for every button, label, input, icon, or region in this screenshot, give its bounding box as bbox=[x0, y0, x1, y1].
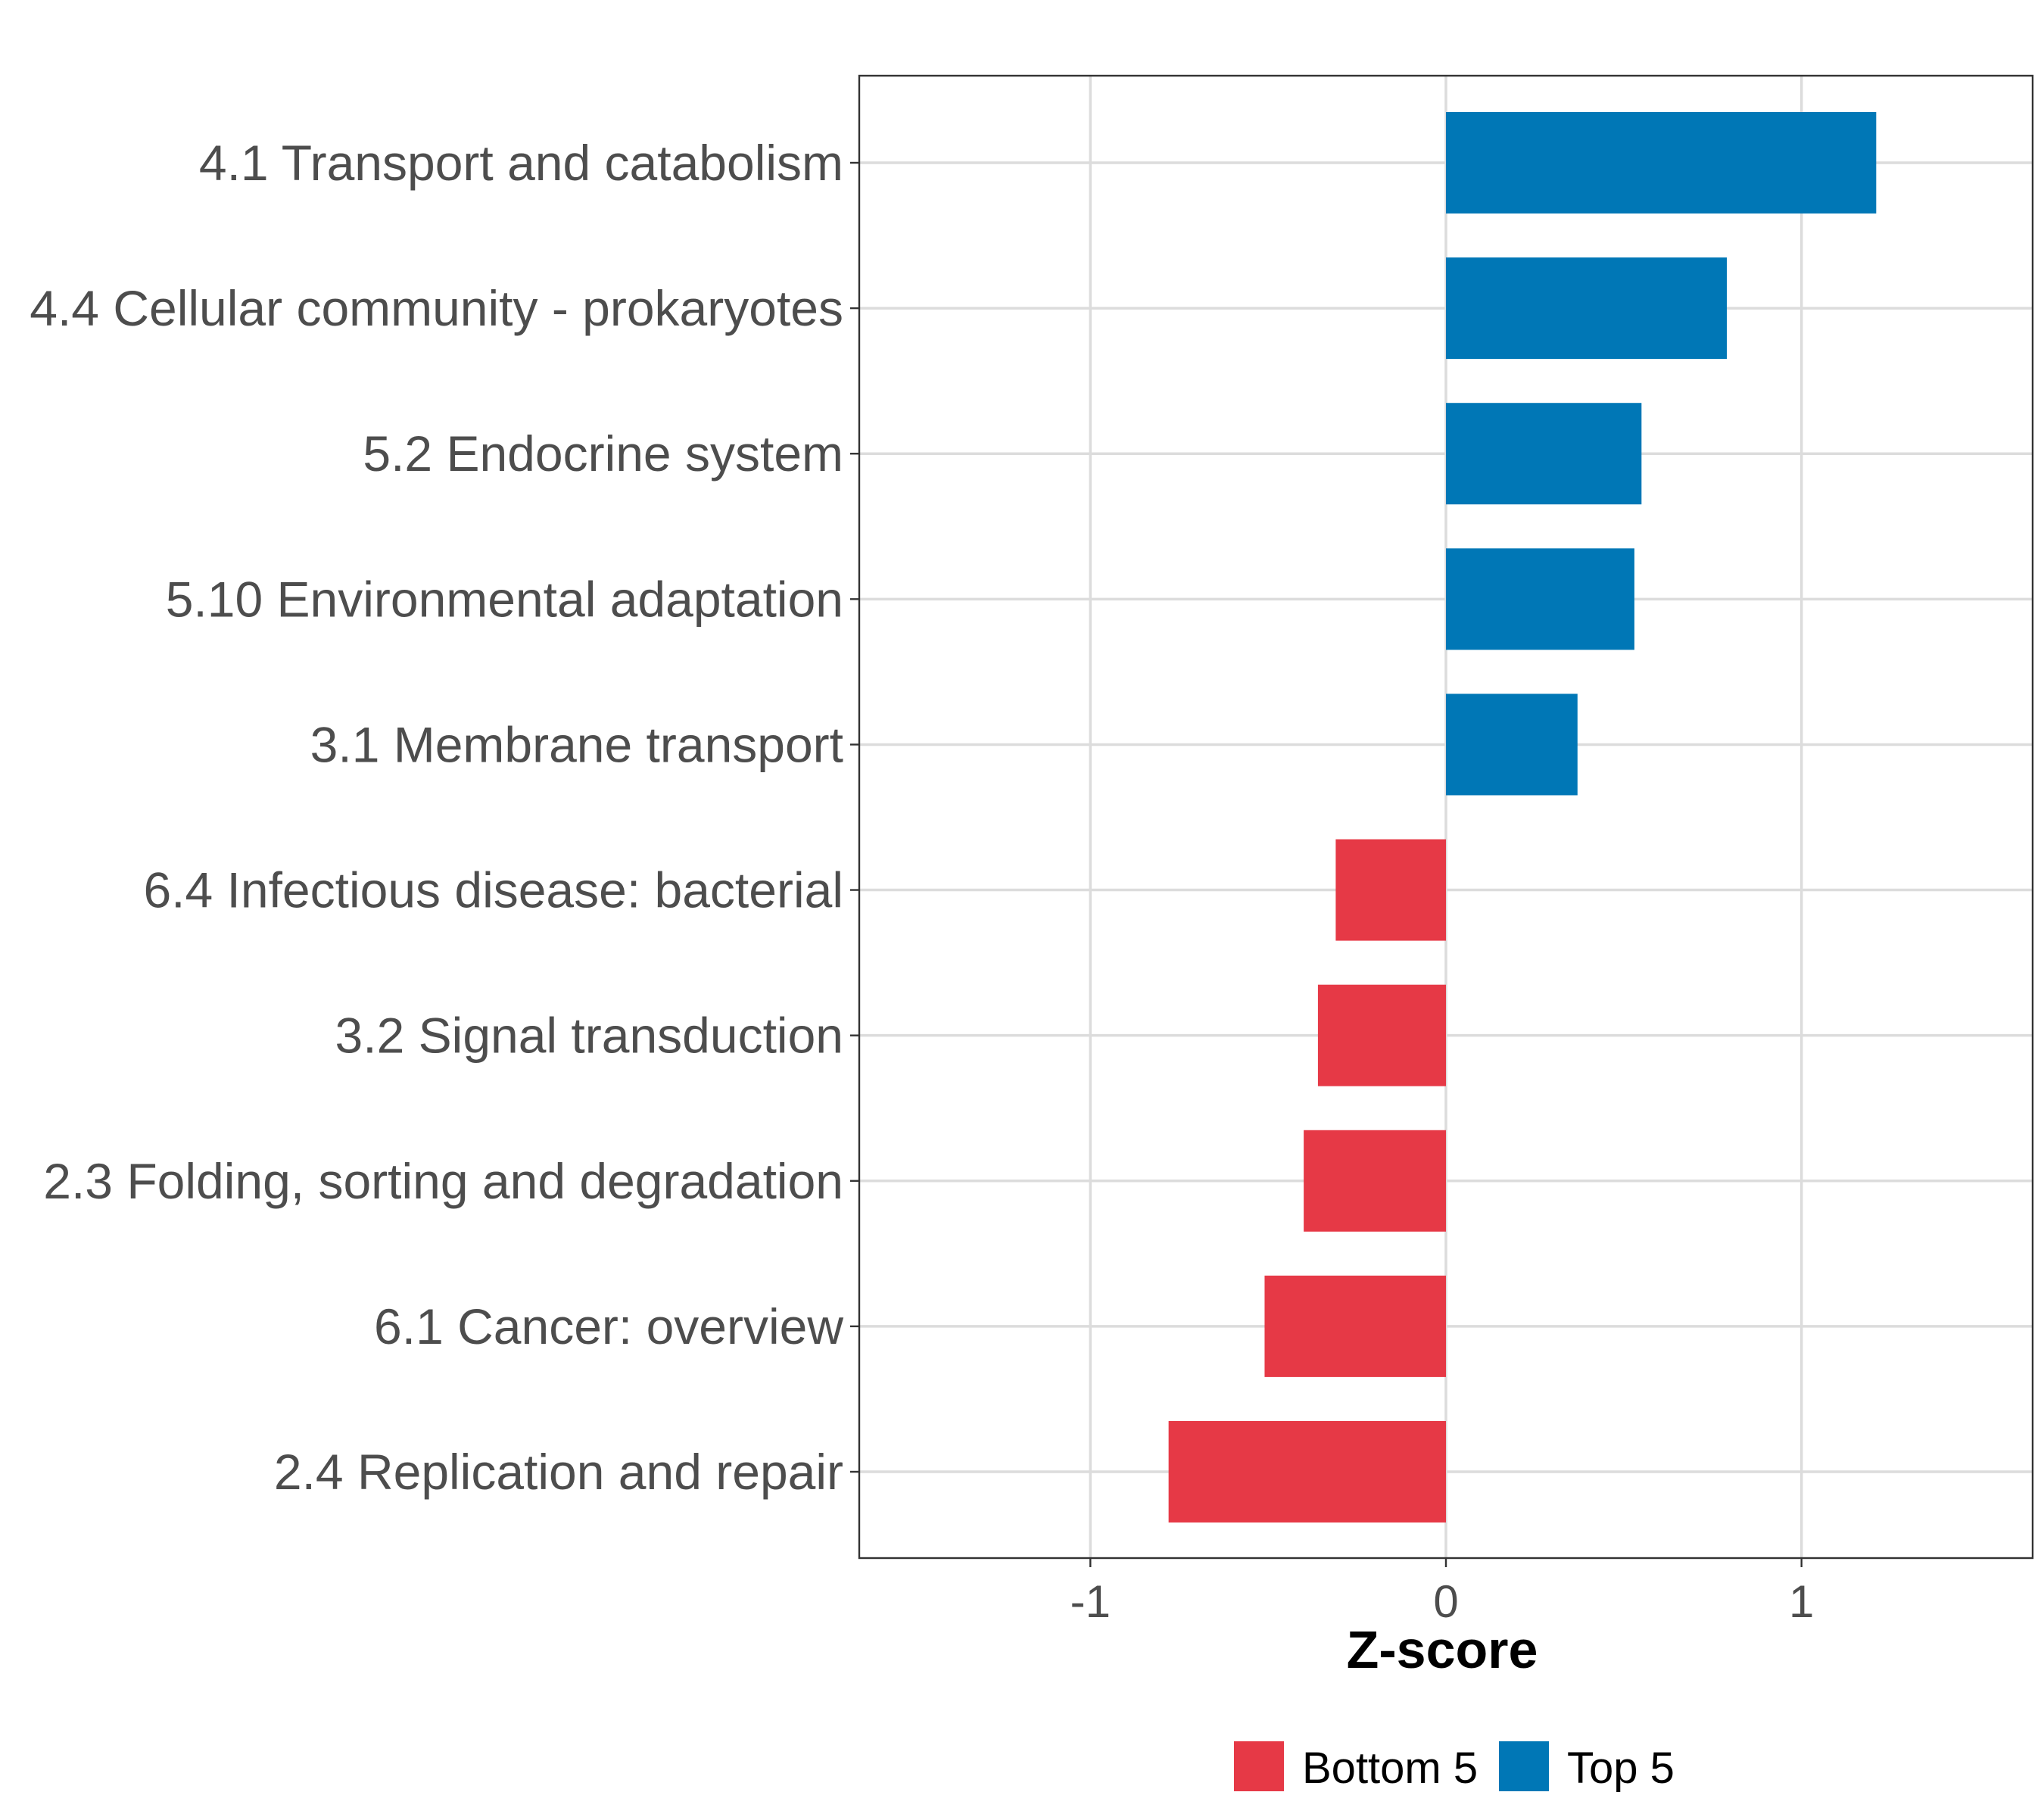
category-label-7: 2.3 Folding, sorting and degradation bbox=[43, 1153, 843, 1209]
bar-2 bbox=[1446, 403, 1642, 505]
category-label-0: 4.1 Transport and catabolism bbox=[199, 135, 843, 191]
bar-1 bbox=[1446, 257, 1728, 360]
bar-7 bbox=[1304, 1130, 1446, 1232]
bar-9 bbox=[1168, 1421, 1446, 1522]
category-label-3: 5.10 Environmental adaptation bbox=[166, 571, 843, 627]
category-label-1: 4.4 Cellular community - prokaryotes bbox=[30, 280, 843, 336]
category-label-8: 6.1 Cancer: overview bbox=[374, 1298, 843, 1354]
bar-8 bbox=[1264, 1275, 1446, 1377]
bar-0 bbox=[1446, 112, 1877, 213]
category-label-2: 5.2 Endocrine system bbox=[363, 425, 843, 482]
x-axis-ticks bbox=[1089, 1558, 1803, 1567]
bars bbox=[1168, 112, 1877, 1522]
legend-label-1: Top 5 bbox=[1567, 1744, 1675, 1793]
category-label-6: 3.2 Signal transduction bbox=[335, 1008, 843, 1064]
x-tick-label-2: 1 bbox=[1789, 1576, 1814, 1627]
bar-5 bbox=[1335, 839, 1446, 941]
category-label-9: 2.4 Replication and repair bbox=[274, 1444, 843, 1500]
y-axis-labels: 4.1 Transport and catabolism 4.4 Cellular… bbox=[30, 135, 843, 1500]
legend-swatch-0 bbox=[1234, 1741, 1284, 1791]
x-axis-labels: -1 0 1 bbox=[1070, 1576, 1815, 1627]
bar-4 bbox=[1446, 693, 1578, 796]
bar-6 bbox=[1317, 984, 1446, 1086]
legend-label-0: Bottom 5 bbox=[1302, 1744, 1478, 1793]
legend-swatch-1 bbox=[1499, 1741, 1549, 1791]
y-axis-ticks bbox=[850, 161, 859, 1473]
category-label-5: 6.4 Infectious disease: bacterial bbox=[143, 862, 843, 918]
x-tick-label-1: 0 bbox=[1433, 1576, 1458, 1627]
x-axis-title: Z-score bbox=[1347, 1620, 1538, 1679]
bar-3 bbox=[1446, 548, 1634, 650]
category-label-4: 3.1 Membrane transport bbox=[310, 716, 843, 772]
legend: Bottom 5 Top 5 bbox=[1234, 1741, 1675, 1793]
x-tick-label-0: -1 bbox=[1070, 1576, 1111, 1627]
